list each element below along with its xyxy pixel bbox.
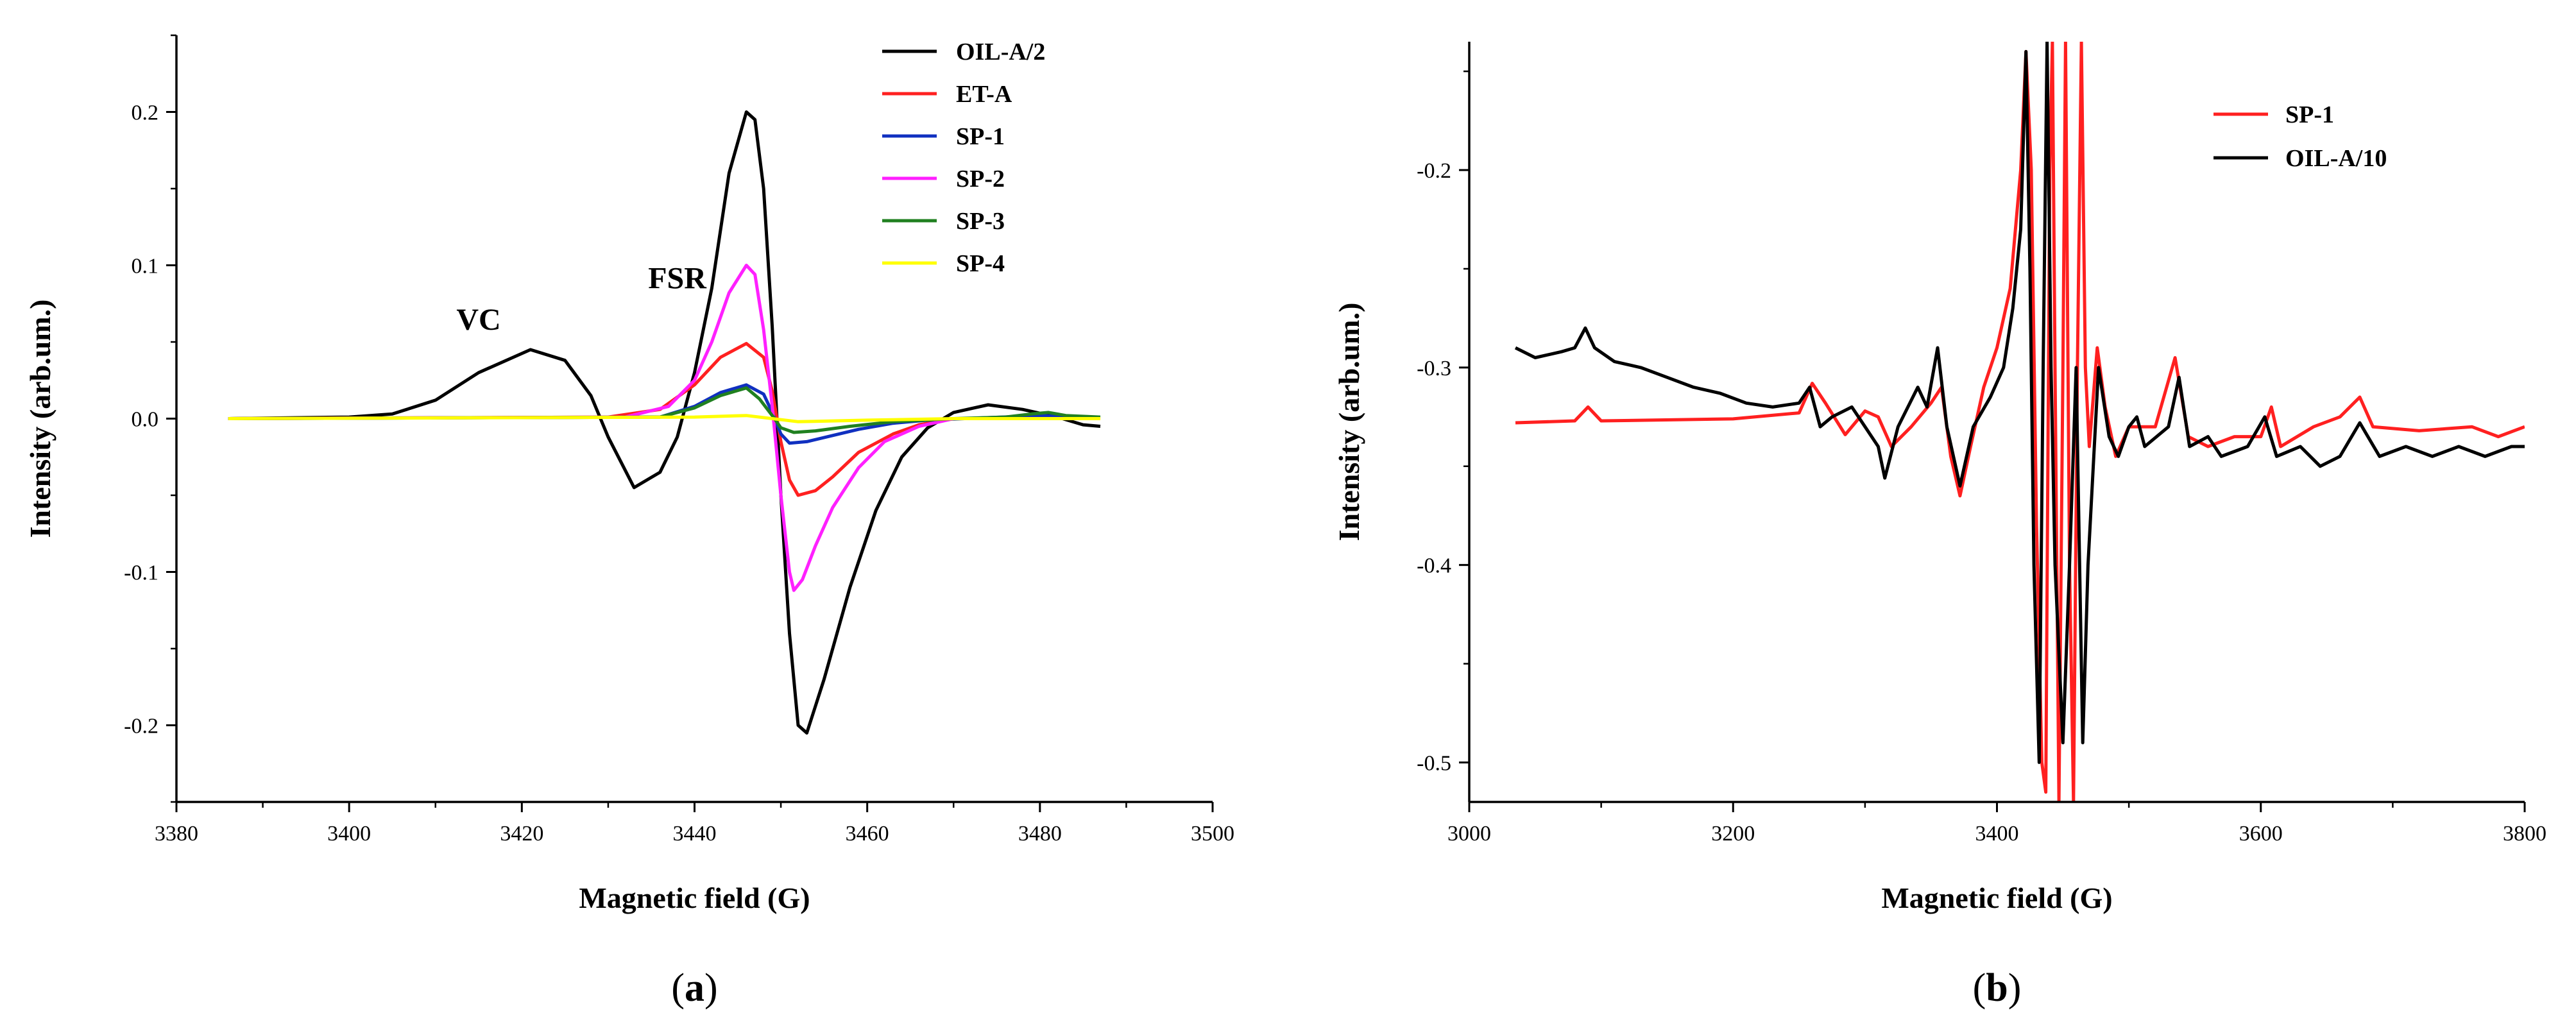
legend-entry: SP-4 [956,250,1005,277]
series-line-sp-2 [228,264,1100,592]
series-group [1514,42,2525,802]
y-tick-label: -0.1 [124,561,158,585]
y-axis-title: Intensity (arb.um.) [24,300,56,538]
x-tick-label: 3480 [1018,822,1062,846]
legend-entry: OIL-A/2 [956,38,1045,65]
series-line-oil-a-10 [1514,42,2525,764]
legend-entry: SP-3 [956,208,1005,235]
legend-entry: SP-1 [956,123,1005,150]
x-tick-label: 3800 [2503,822,2546,846]
y-tick-label: 0.0 [132,408,159,432]
legend-entry: OIL-A/10 [2285,145,2387,172]
x-tick-label: 3400 [1975,822,2019,846]
y-tick-label: 0.1 [132,255,159,278]
series-line-sp-3 [228,386,1101,434]
annotation-vc: VC [456,303,500,337]
y-tick-label: 0.2 [132,101,159,125]
x-tick-label: 3400 [327,822,371,846]
y-tick-label: -0.2 [124,715,158,738]
y-axis-title: Intensity (arb.um.) [1333,303,1365,541]
x-tick-label: 3460 [846,822,889,846]
x-axis-title: Magnetic field (G) [579,881,810,914]
x-tick-label: 3380 [155,822,198,846]
x-axis-title: Magnetic field (G) [1881,881,2112,914]
series-line-sp-4 [228,414,1100,423]
series-line-et-a [228,341,1100,497]
y-tick-label: -0.2 [1417,159,1451,183]
y-tick-label: -0.4 [1417,554,1451,578]
x-tick-label: 3440 [673,822,717,846]
y-tick-label: -0.5 [1417,751,1451,775]
panel-label: (b) [1973,966,2022,1010]
legend-entry: ET-A [956,81,1012,108]
series-line-sp-1 [1515,42,2525,802]
annotation-fsr: FSR [648,261,707,295]
x-tick-label: 3200 [1711,822,1755,846]
panel-label: (a) [671,966,717,1010]
x-tick-label: 3500 [1191,822,1234,846]
x-tick-label: 3000 [1447,822,1491,846]
legend-entry: SP-1 [2285,101,2334,128]
y-tick-label: -0.3 [1417,357,1451,380]
x-tick-label: 3420 [500,822,543,846]
x-tick-label: 3600 [2239,822,2283,846]
chart-panel-b: 3000 3200 3400 3600 3800 -0.5 -0.4 -0.3 -0.2 Magn… [1333,42,2546,1010]
legend-entry: SP-2 [956,166,1005,192]
chart-panel-a: 3380 3400 3420 3440 3460 3480 3500 -0.2 -0.1 0.0 0… [24,34,1234,1010]
series-group [228,110,1101,735]
